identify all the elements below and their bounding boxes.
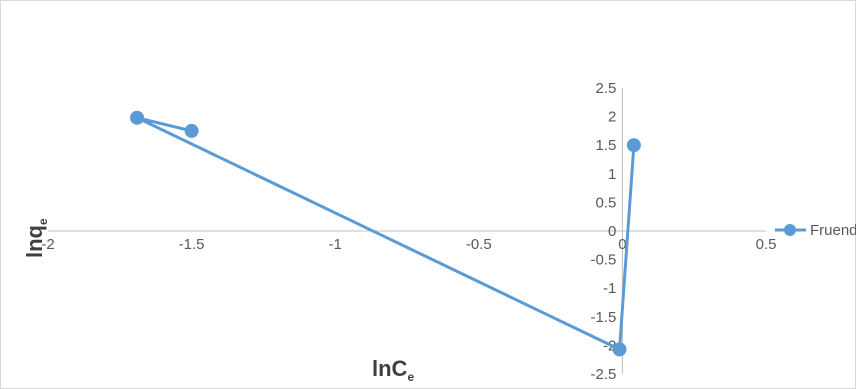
series-layer	[130, 110, 641, 357]
y-tick-label: 2.5	[596, 80, 617, 97]
x-axis-title-main: lnC	[372, 356, 408, 381]
x-axis-title-sub: e	[407, 370, 414, 384]
y-tick-label: 0.5	[596, 194, 617, 211]
y-tick-label: 1.5	[596, 137, 617, 154]
x-tick-labels: -2 -1.5 -1 -0.5 0 0.5	[41, 236, 776, 253]
data-point	[130, 110, 145, 125]
y-axis-title: lnqe	[22, 218, 50, 258]
x-tick-label: 0	[618, 236, 626, 253]
y-tick-label: 1	[608, 166, 616, 183]
x-tick-label: -0.5	[466, 236, 492, 253]
series-line	[135, 116, 636, 351]
legend-marker	[784, 224, 796, 236]
y-tick-label: 2	[608, 109, 616, 126]
y-axis-title-main: lnq	[22, 225, 47, 258]
x-axis-title: lnCe	[372, 356, 414, 384]
y-tick-label: -1	[603, 280, 616, 297]
y-axis-title-sub: e	[36, 218, 50, 225]
legend: Fruendl..	[775, 222, 856, 239]
y-tick-label: -1.5	[591, 309, 617, 326]
y-tick-label: -0.5	[591, 252, 617, 269]
y-tick-label: -2.5	[591, 366, 617, 383]
x-tick-label: 0.5	[756, 236, 777, 253]
data-point	[612, 342, 627, 357]
x-tick-label: -1	[329, 236, 342, 253]
x-tick-label: -1.5	[179, 236, 205, 253]
data-point	[184, 123, 199, 138]
data-point	[626, 138, 641, 153]
legend-label: Fruendl..	[810, 222, 856, 239]
y-tick-label: 0	[608, 223, 616, 240]
x-tick-label: -2	[41, 236, 54, 253]
